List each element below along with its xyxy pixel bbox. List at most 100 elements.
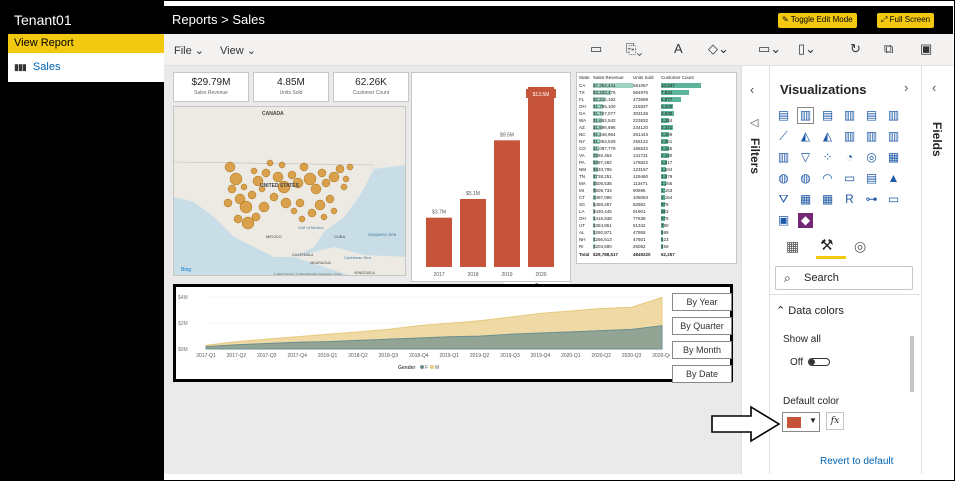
map-dot[interactable] <box>229 172 243 186</box>
kpi-card-customer-count[interactable]: 62.26K Customer Count <box>333 72 409 102</box>
power-apps-icon[interactable]: ◆ <box>798 213 813 228</box>
text-box-icon[interactable]: A <box>674 41 683 56</box>
map-dot[interactable] <box>252 175 264 187</box>
date-button-by-quarter[interactable]: By Quarter <box>672 317 732 335</box>
date-button-by-year[interactable]: By Year <box>672 293 732 311</box>
funnel-icon[interactable]: ▽ <box>800 150 811 164</box>
kpi-card-sales-revenue[interactable]: $29.79M Sales Revenue <box>173 72 249 102</box>
table-row[interactable]: Total $29,788,517 4849220 62,257 <box>579 252 736 259</box>
table-row[interactable]: AL $260,971 47955 599 <box>579 230 736 237</box>
area-chart-visual[interactable]: $4M $2M $0M 2017-Q1 2017-Q2 2017-Q3 2017-Q4 201… <box>173 284 733 383</box>
table-row[interactable]: NC $1,448,964 261443 2,109 <box>579 132 736 139</box>
bar[interactable] <box>494 140 520 267</box>
table-row[interactable]: MA $505,535 113471 1,265 <box>579 181 736 188</box>
ribbon-icon[interactable]: ▥ <box>887 129 900 143</box>
table-row[interactable]: NY $1,353,529 255122 2,051 <box>579 139 736 146</box>
map-dot[interactable] <box>325 194 335 204</box>
table-icon[interactable]: ▦ <box>799 192 812 206</box>
qa-icon[interactable]: ▭ <box>887 192 900 206</box>
r-visual-icon[interactable]: R <box>845 192 854 206</box>
shapes-icon[interactable]: ◇⌄ <box>708 41 729 56</box>
map-dot[interactable] <box>239 200 253 214</box>
100-bar-icon[interactable]: ▤ <box>865 108 878 122</box>
map-dot[interactable] <box>346 163 354 171</box>
chevron-right-icon[interactable]: › <box>904 80 909 95</box>
table-row[interactable]: LA $430,445 91901 963 <box>579 209 736 216</box>
clustered-bar-icon[interactable]: ▤ <box>821 108 834 122</box>
stacked-area-icon[interactable]: ◭ <box>822 129 833 143</box>
table-row[interactable]: CA $7,354,441 581057 10,947 <box>579 83 736 90</box>
card-icon[interactable]: ▭ <box>843 171 856 185</box>
map-dot[interactable] <box>278 161 286 169</box>
table-row[interactable]: OH $1,785,100 215837 3,420 <box>579 104 736 111</box>
nav-view-report[interactable]: View Report <box>8 34 164 53</box>
default-color-picker[interactable]: ▼ <box>782 412 820 432</box>
table-row[interactable]: MI $509,734 90696 1,153 <box>579 188 736 195</box>
scatter-icon[interactable]: ⁘ <box>822 150 833 164</box>
file-menu[interactable]: File ⌄ <box>174 45 205 57</box>
matrix-icon[interactable]: ▦ <box>821 192 834 206</box>
view-mode-icon[interactable]: ▭⌄ <box>758 41 782 56</box>
table-row[interactable]: PA $887,492 176822 1,517 <box>579 160 736 167</box>
pie-icon[interactable]: ◔ <box>845 150 854 164</box>
map-dot[interactable] <box>290 207 298 215</box>
kpi-icon[interactable]: ▲ <box>887 171 900 185</box>
table-row[interactable]: RI $203,690 26052 459 <box>579 244 736 251</box>
pane-scrollbar[interactable] <box>910 336 914 392</box>
clustered-column-icon[interactable]: ▥ <box>843 108 856 122</box>
table-row[interactable]: OH $416,938 77638 975 <box>579 216 736 223</box>
map-dot[interactable] <box>277 180 291 194</box>
key-influencer-icon[interactable]: ⊶ <box>865 192 878 206</box>
map-dot[interactable] <box>266 159 274 167</box>
map-icon[interactable]: ◍ <box>778 171 789 185</box>
fields-pane[interactable]: ‹ Fields <box>921 66 953 474</box>
table-row[interactable]: GA $1,767,077 303126 3,530 <box>579 111 736 118</box>
table-row[interactable]: WA $1,682,542 223832 2,284 <box>579 118 736 125</box>
line-clustered-icon[interactable]: ▥ <box>865 129 878 143</box>
date-button-by-date[interactable]: By Date <box>672 365 732 383</box>
comment-icon[interactable]: ▭ <box>590 41 603 56</box>
stacked-bar-icon[interactable]: ▤ <box>777 108 790 122</box>
map-dot[interactable] <box>295 198 305 208</box>
table-row[interactable]: AZ $1,596,696 234120 3,321 <box>579 125 736 132</box>
table-row[interactable]: NM $833,795 123167 1,504 <box>579 167 736 174</box>
100-column-icon[interactable]: ▥ <box>887 108 900 122</box>
duplicate-icon[interactable]: ⧉ <box>884 41 894 56</box>
refresh-icon[interactable]: ↻ <box>850 41 861 56</box>
map-dot[interactable] <box>307 208 317 218</box>
table-row[interactable]: SC $458,267 82862 978 <box>579 202 736 209</box>
table-row[interactable]: VA $992,454 131731 2,190 <box>579 153 736 160</box>
map-dot[interactable] <box>287 170 297 180</box>
map-dot[interactable] <box>340 183 348 191</box>
fx-button[interactable]: fx <box>826 412 844 430</box>
map-dot[interactable] <box>314 199 326 211</box>
export-icon[interactable]: ⎘⌄ <box>626 41 643 56</box>
table-row[interactable]: TN $738,251 129460 1,579 <box>579 174 736 181</box>
multi-row-card-icon[interactable]: ▤ <box>865 171 878 185</box>
mobile-layout-icon[interactable]: ▯⌄ <box>798 41 817 56</box>
map-dot[interactable] <box>258 185 266 193</box>
map-dot[interactable] <box>223 198 233 208</box>
analytics-icon[interactable]: ◎ <box>854 238 867 254</box>
nav-item-sales[interactable]: ▮▮▮ Sales <box>8 53 164 82</box>
show-all-toggle[interactable]: Off <box>790 357 830 368</box>
stacked-column-icon[interactable]: ▥ <box>797 107 814 124</box>
area-series-F[interactable] <box>205 325 663 350</box>
waterfall-icon[interactable]: ▥ <box>777 150 790 164</box>
bar[interactable] <box>528 87 554 267</box>
map-dot[interactable] <box>310 183 322 195</box>
bar[interactable] <box>460 199 486 267</box>
table-row[interactable]: NH $256,513 47601 623 <box>579 237 736 244</box>
map-dot[interactable] <box>250 167 258 175</box>
map-dot[interactable] <box>240 183 248 191</box>
save-icon[interactable]: ▣ <box>920 41 933 56</box>
map-dot[interactable] <box>272 171 284 183</box>
map-dot[interactable] <box>227 184 237 194</box>
table-row[interactable]: FL $2,216,192 473899 5,577 <box>579 97 736 104</box>
line-icon[interactable]: ⟋ <box>779 129 788 143</box>
search-input[interactable]: ⌕ Search <box>775 266 913 290</box>
map-dot[interactable] <box>320 213 328 221</box>
table-row[interactable]: CT $497,095 105063 1,154 <box>579 195 736 202</box>
map-dot[interactable] <box>224 161 236 173</box>
map-dot[interactable] <box>330 207 338 215</box>
